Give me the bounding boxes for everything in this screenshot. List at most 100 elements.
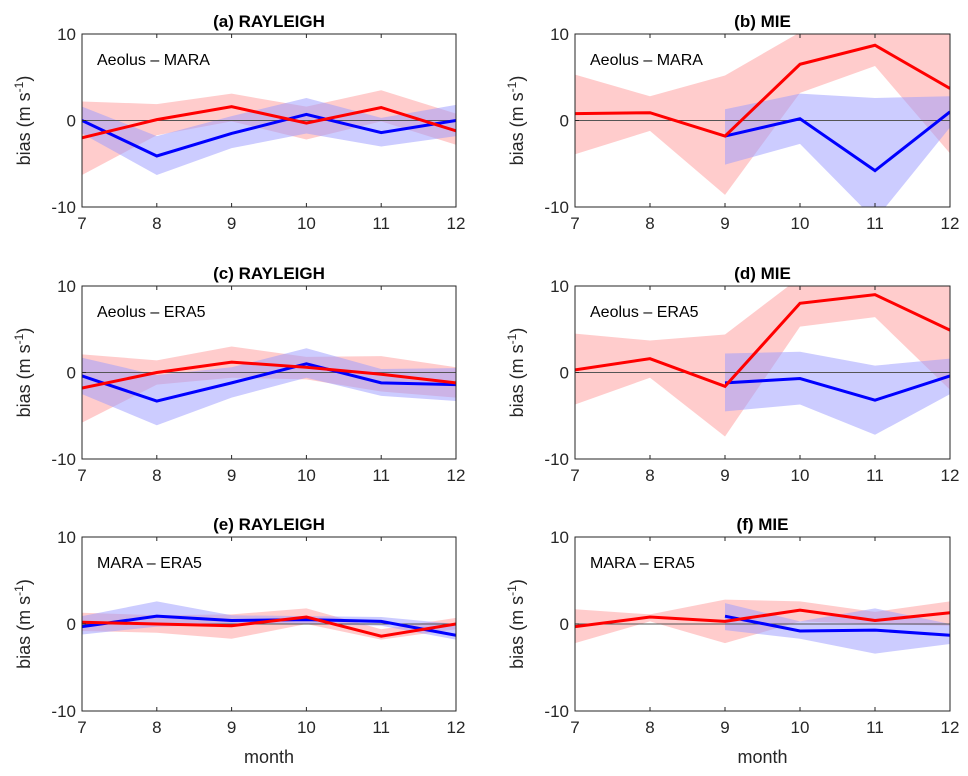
line-red (575, 293, 950, 389)
y-tick-label: 10 (550, 277, 569, 296)
y-tick-label: 10 (550, 25, 569, 44)
line-red (575, 43, 950, 138)
x-tick-label: 11 (866, 214, 884, 233)
panel-title: (c) RAYLEIGH (213, 264, 325, 283)
x-axis-label: month (737, 747, 787, 767)
y-tick-label: 0 (67, 615, 76, 634)
y-axis-label: bias (m s-1) (12, 579, 34, 669)
x-tick-label: 7 (77, 718, 86, 737)
x-tick-label: 10 (297, 214, 316, 233)
x-tick-label: 8 (152, 718, 161, 737)
panel-title: (e) RAYLEIGH (213, 515, 325, 534)
x-tick-label: 12 (447, 466, 466, 485)
panel-e: 7 8 9 10 11 12 -10 0 10 (e) RAYLEIGH MARA – ERA5 bi… (12, 515, 465, 767)
x-tick-label: 10 (791, 718, 810, 737)
y-tick-label: 10 (57, 528, 76, 547)
plot-content (82, 346, 456, 426)
x-tick-label: 11 (372, 214, 390, 233)
y-axis-label: bias (m s-1) (505, 328, 527, 418)
y-tick-label: 0 (560, 112, 569, 131)
band-blue (82, 98, 456, 175)
plot-content (82, 90, 456, 175)
panel-a: 7 8 9 10 11 12 -10 0 10 (a) RAYLEIGH Aeolus – MARA… (12, 12, 465, 233)
x-tick-label: 10 (297, 466, 316, 485)
y-tick-label: -10 (51, 450, 76, 469)
panel-title: (f) MIE (737, 515, 789, 534)
x-tick-label: 11 (866, 466, 884, 485)
y-tick-label: 0 (67, 112, 76, 131)
line-red (82, 105, 456, 140)
x-tick-label: 12 (447, 718, 466, 737)
y-tick-label: -10 (544, 198, 569, 217)
y-axis-label: bias (m s-1) (505, 76, 527, 166)
x-tick-label: 10 (791, 466, 810, 485)
x-tick-label: 8 (645, 214, 654, 233)
x-tick-label: 11 (372, 466, 390, 485)
panel-annotation: Aeolus – MARA (97, 52, 210, 69)
x-tick-label: 7 (570, 718, 579, 737)
y-tick-label: 10 (57, 25, 76, 44)
x-tick-label: 10 (791, 214, 810, 233)
x-tick-label: 8 (152, 466, 161, 485)
y-tick-label: 10 (57, 277, 76, 296)
line-blue (724, 374, 950, 402)
x-tick-label: 8 (645, 718, 654, 737)
panel-c: 7 8 9 10 11 12 -10 0 10 (c) RAYLEIGH Aeolus – ERA5… (12, 264, 465, 485)
y-axis-label: bias (m s-1) (12, 76, 34, 166)
x-tick-label: 7 (77, 214, 86, 233)
line-blue (82, 362, 456, 403)
x-tick-label: 7 (77, 466, 86, 485)
plot-content (575, 34, 950, 207)
y-tick-label: -10 (51, 702, 76, 721)
line-blue (724, 110, 950, 173)
panel-annotation: Aeolus – ERA5 (97, 304, 206, 321)
x-tick-label: 8 (152, 214, 161, 233)
x-tick-label: 11 (372, 718, 390, 737)
y-tick-label: -10 (51, 198, 76, 217)
x-tick-label: 10 (297, 718, 316, 737)
y-tick-label: 0 (67, 364, 76, 383)
x-tick-label: 9 (227, 214, 236, 233)
y-tick-label: 10 (550, 528, 569, 547)
band-blue (82, 348, 456, 426)
plot-content (82, 601, 456, 640)
x-axis-label: month (244, 747, 294, 767)
x-tick-label: 12 (941, 466, 960, 485)
x-tick-label: 9 (720, 466, 729, 485)
panel-title: (b) MIE (734, 12, 791, 31)
plot-content (575, 599, 950, 654)
line-red (575, 608, 950, 629)
x-tick-label: 11 (866, 718, 884, 737)
line-blue (724, 614, 950, 637)
line-red (82, 360, 456, 390)
x-tick-label: 12 (941, 214, 960, 233)
panel-title: (d) MIE (734, 264, 791, 283)
x-tick-label: 7 (570, 214, 579, 233)
plot-content (575, 286, 950, 437)
y-tick-label: 0 (560, 615, 569, 634)
panel-annotation: MARA – ERA5 (97, 555, 202, 572)
line-blue (82, 112, 456, 158)
panel-f: 7 8 9 10 11 12 -10 0 10 (f) MIE MARA – ERA5 bias (m… (505, 515, 959, 767)
x-tick-label: 9 (720, 214, 729, 233)
y-axis-label: bias (m s-1) (12, 328, 34, 418)
panel-b: 7 8 9 10 11 12 -10 0 10 (b) MIE Aeolus – MARA bias … (505, 12, 959, 233)
x-tick-label: 9 (720, 718, 729, 737)
line-red (82, 615, 456, 638)
x-tick-label: 12 (447, 214, 466, 233)
x-tick-label: 9 (227, 466, 236, 485)
panel-title: (a) RAYLEIGH (213, 12, 325, 31)
y-tick-label: 0 (560, 364, 569, 383)
y-axis-label: bias (m s-1) (505, 579, 527, 669)
panel-annotation: MARA – ERA5 (590, 555, 695, 572)
panel-annotation: Aeolus – MARA (590, 52, 703, 69)
y-tick-label: -10 (544, 450, 569, 469)
band-blue (725, 603, 950, 654)
x-tick-label: 7 (570, 466, 579, 485)
x-tick-label: 9 (227, 718, 236, 737)
x-tick-label: 12 (941, 718, 960, 737)
panel-d: 7 8 9 10 11 12 -10 0 10 (d) MIE Aeolus – ERA5 bias … (505, 264, 959, 485)
y-tick-label: -10 (544, 702, 569, 721)
x-tick-label: 8 (645, 466, 654, 485)
